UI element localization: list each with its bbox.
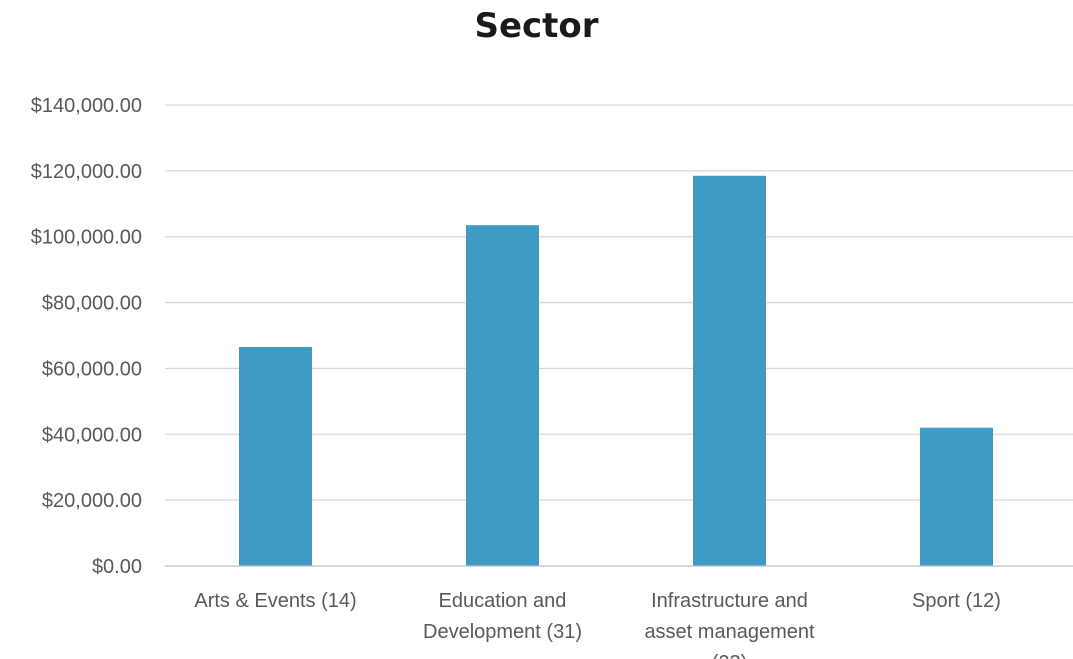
y-tick-label: $120,000.00 <box>31 161 142 183</box>
y-tick-label: $140,000.00 <box>31 95 142 117</box>
x-axis-labels: Arts & Events (14) Education and Developme… <box>194 590 1001 659</box>
y-tick-label: $40,000.00 <box>42 424 142 446</box>
y-axis-ticks: $0.00 $20,000.00 $40,000.00 $60,000.00 $80,0… <box>31 95 142 578</box>
bars <box>239 175 993 567</box>
bar <box>239 347 312 566</box>
bar <box>920 427 993 566</box>
chart-title: Sector <box>474 6 599 46</box>
x-category-label: Education and Development (31) <box>423 590 582 643</box>
y-tick-label: $80,000.00 <box>42 293 142 315</box>
y-tick-label: $0.00 <box>92 556 142 578</box>
gridlines <box>165 104 1073 501</box>
bar <box>693 175 766 566</box>
y-tick-label: $100,000.00 <box>31 227 142 249</box>
bar <box>466 225 539 567</box>
x-category-label: Sport (12) <box>912 590 1001 612</box>
x-category-label: Arts & Events (14) <box>194 590 356 612</box>
y-tick-label: $60,000.00 <box>42 358 142 380</box>
y-tick-label: $20,000.00 <box>42 490 142 512</box>
